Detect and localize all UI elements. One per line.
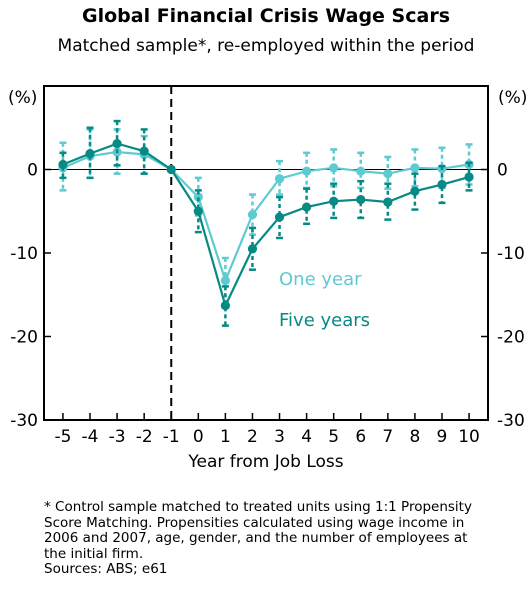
x-tick-label: -5 [54, 427, 71, 447]
data-point [464, 172, 474, 182]
data-point [274, 174, 285, 184]
y-tick-label-right: 0 [497, 161, 508, 181]
x-tick-label: 10 [458, 427, 480, 447]
data-point [112, 139, 122, 149]
data-point [193, 192, 203, 202]
y-tick-label-right: -20 [497, 328, 525, 348]
data-point [247, 244, 258, 254]
y-tick-label-left: -10 [10, 244, 38, 264]
x-tick-label: -1 [163, 427, 180, 447]
series-one-year [58, 128, 474, 305]
x-tick-label: 0 [193, 427, 204, 447]
data-point [139, 146, 149, 156]
x-tick-label: 2 [247, 427, 258, 447]
data-point [356, 166, 366, 176]
y-tick-label-left: -30 [10, 411, 38, 431]
data-point [274, 212, 285, 222]
y-axis-unit-right: (%) [498, 88, 527, 108]
data-point [247, 209, 258, 220]
y-axis-unit-left: (%) [8, 88, 37, 108]
series-label-five-years: Five years [279, 310, 370, 331]
data-point [58, 159, 68, 170]
data-point [302, 202, 312, 212]
x-tick-label: 3 [274, 427, 285, 447]
axis-ticks [44, 168, 488, 421]
y-tick-label-left: 0 [27, 161, 38, 181]
x-tick-label: 1 [220, 427, 231, 447]
labels-layer: 0 0-10 -10-20 -20-30 -30(%) (%)-5 -4 -3 -2 -1 0 1 2 3… [8, 88, 527, 472]
data-point [220, 301, 230, 311]
y-tick-label-right: -10 [497, 244, 525, 264]
x-tick-label: -4 [82, 427, 99, 447]
y-tick-label-right: -30 [497, 411, 525, 431]
y-tick-label-left: -20 [10, 328, 38, 348]
data-point [410, 186, 420, 196]
footnote: * Control sample matched to treated unit… [44, 499, 484, 578]
sources-text: Sources: ABS; e61 [44, 561, 168, 577]
footnote-text: * Control sample matched to treated unit… [44, 499, 472, 562]
data-point [302, 166, 312, 176]
data-point [329, 196, 339, 206]
data-point [166, 164, 176, 175]
data-point [220, 275, 230, 286]
plot-border [43, 85, 489, 421]
x-tick-label: 9 [437, 427, 448, 447]
x-tick-label: 7 [382, 427, 393, 447]
x-tick-label: 4 [301, 427, 312, 447]
data-point [85, 149, 95, 159]
chart-subtitle: Matched sample*, re-employed within the … [57, 36, 475, 56]
x-axis-label: Year from Job Loss [187, 452, 343, 472]
data-point [383, 169, 393, 179]
series-label-one-year: One year [279, 269, 362, 290]
x-tick-label: 5 [328, 427, 339, 447]
x-tick-label: -2 [136, 427, 153, 447]
plot-frame [43, 85, 489, 421]
series-line [62, 142, 470, 309]
data-point [437, 179, 447, 190]
x-tick-label: -3 [109, 427, 126, 447]
x-tick-label: 8 [409, 427, 420, 447]
series-five-years [58, 119, 474, 327]
data-point [356, 194, 366, 205]
chart-title: Global Financial Crisis Wage Scars [81, 5, 451, 27]
data-point [410, 163, 420, 173]
series-line [62, 150, 470, 284]
x-tick-label: 6 [355, 427, 366, 447]
series-layer [58, 119, 474, 327]
data-point [193, 206, 203, 216]
data-point [329, 163, 339, 173]
data-point [383, 197, 393, 207]
